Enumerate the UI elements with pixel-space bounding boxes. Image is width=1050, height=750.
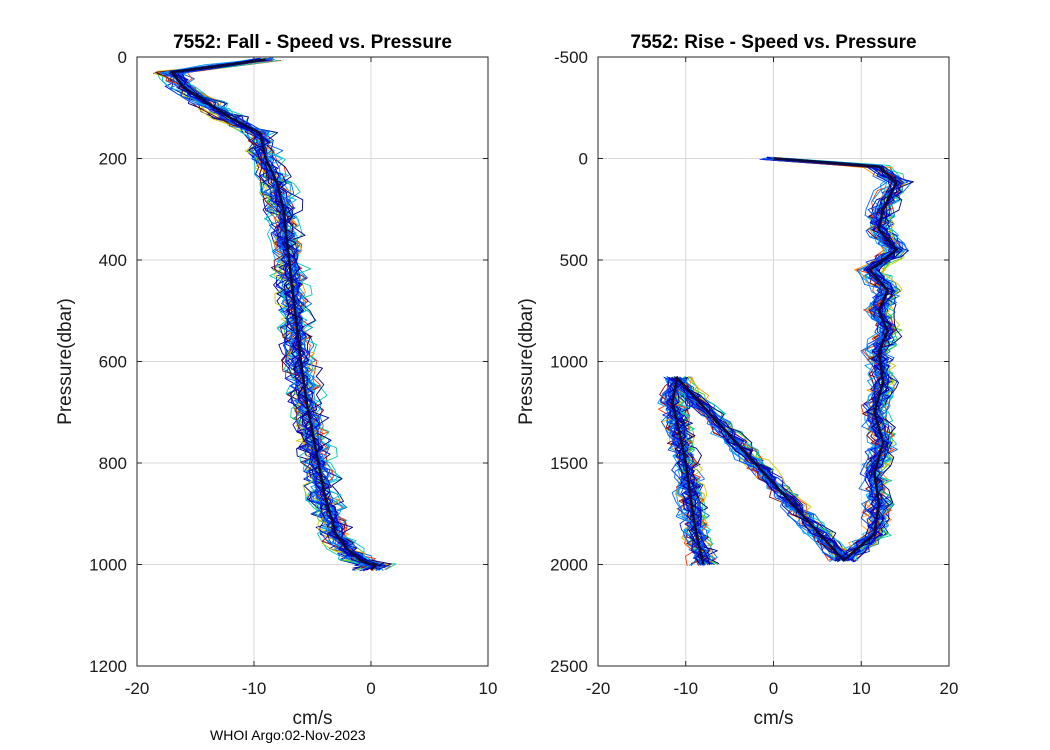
x-axis-label: cm/s (292, 708, 332, 729)
x-tick-label: 10 (479, 679, 498, 698)
y-tick-label: 2500 (550, 657, 588, 676)
mean-profile-line (170, 58, 379, 571)
y-tick-label: 500 (560, 251, 588, 270)
chart-panel-rise: -20 -10 0 10 20 -500 0 500 1000 1500 2000 2500 7552:… (516, 32, 958, 729)
y-tick-label: 1000 (550, 353, 588, 372)
y-tick-label: 800 (99, 454, 127, 473)
x-tick-label: 0 (366, 679, 375, 698)
x-tick-label: -20 (125, 679, 150, 698)
y-axis-label: Pressure(dbar) (516, 298, 537, 425)
profile-line (174, 57, 384, 569)
profile-line (175, 57, 380, 571)
y-tick-label: 400 (99, 251, 127, 270)
y-tick-label: 600 (99, 353, 127, 372)
y-tick-label: -500 (554, 48, 588, 67)
profile-line (173, 59, 383, 571)
profile-line (674, 157, 905, 567)
y-tick-label: 0 (118, 48, 127, 67)
profile-line (665, 158, 895, 566)
x-tick-label: 20 (940, 679, 959, 698)
x-tick-label: 0 (769, 679, 778, 698)
mean-profile-line (671, 157, 898, 565)
y-tick-label: 1000 (89, 556, 127, 575)
y-axis-label: Pressure(dbar) (55, 298, 76, 425)
x-axis-label: cm/s (753, 708, 793, 729)
footer-label: WHOI Argo:02-Nov-2023 (210, 727, 366, 743)
profile-line (156, 58, 366, 571)
chart-title: 7552: Rise - Speed vs. Pressure (630, 32, 916, 53)
x-tick-label: 10 (852, 679, 871, 698)
y-tick-label: 0 (579, 150, 588, 169)
profile-group (152, 57, 397, 572)
profile-group (657, 156, 914, 567)
y-tick-label: 2000 (550, 556, 588, 575)
y-tick-label: 200 (99, 150, 127, 169)
x-tick-label: -20 (586, 679, 611, 698)
y-tick-label: 1200 (89, 657, 127, 676)
x-tick-label: -10 (242, 679, 267, 698)
y-tick-label: 1500 (550, 454, 588, 473)
x-tick-label: -10 (673, 679, 698, 698)
profile-line (669, 157, 907, 565)
chart-title: 7552: Fall - Speed vs. Pressure (173, 32, 452, 53)
